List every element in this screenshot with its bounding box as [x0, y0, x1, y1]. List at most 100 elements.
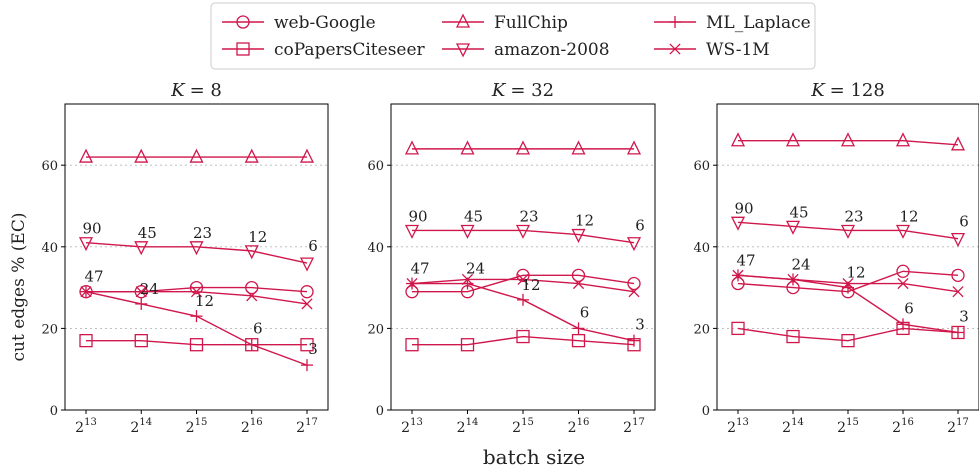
series-FullChip — [730, 132, 966, 151]
series-FullChip — [404, 140, 642, 155]
data-point — [189, 241, 204, 256]
data-label: 12 — [575, 212, 594, 230]
data-label: 47 — [84, 268, 103, 286]
data-point — [245, 338, 258, 351]
data-point — [732, 269, 744, 281]
x-tick-label: 217 — [296, 417, 318, 436]
data-point — [134, 333, 148, 348]
x-tick-label: 215 — [837, 417, 859, 436]
legend-label: FullChip — [494, 13, 568, 33]
legend-label: amazon-2008 — [494, 40, 610, 60]
data-label: 12 — [195, 292, 214, 310]
series-web-Google — [405, 268, 641, 299]
data-point — [952, 286, 964, 298]
legend-item: coPapersCiteseer — [222, 40, 426, 60]
data-label: 24 — [466, 260, 485, 278]
data-point — [895, 224, 911, 239]
series-line — [737, 327, 959, 342]
series-amazon-2008 — [730, 216, 966, 248]
data-point — [731, 321, 745, 336]
data-point — [301, 298, 313, 310]
data-point — [189, 280, 204, 295]
legend-label: web-Google — [274, 13, 376, 33]
data-point — [134, 148, 149, 163]
data-point — [628, 286, 640, 298]
series-coPapersCiteseer — [79, 333, 314, 352]
data-point — [461, 273, 474, 285]
legend-label: ML_Laplace — [706, 13, 811, 33]
y-tick-label: 60 — [693, 159, 710, 174]
data-point — [190, 286, 203, 298]
data-point — [572, 322, 585, 335]
data-point — [460, 338, 475, 352]
data-label: 6 — [308, 237, 318, 255]
legend-item: amazon-2008 — [442, 40, 610, 60]
data-point — [628, 334, 640, 347]
data-point — [78, 237, 94, 252]
data-label: 47 — [736, 251, 755, 269]
data-point — [951, 268, 965, 283]
x-tick-label: 214 — [130, 417, 152, 436]
data-label: 12 — [248, 228, 267, 246]
y-tick-label: 0 — [50, 404, 58, 419]
data-label: 23 — [844, 207, 863, 225]
data-point — [515, 140, 531, 155]
x-tick-label: 216 — [892, 417, 914, 436]
y-tick-label: 20 — [367, 322, 384, 337]
data-point — [786, 329, 800, 344]
data-point — [190, 310, 203, 323]
y-tick-label: 40 — [367, 241, 384, 256]
x-tick-label: 216 — [241, 417, 263, 436]
x-axis-label: batch size — [483, 445, 585, 469]
x-tick-label: 214 — [457, 417, 479, 436]
y-tick-label: 20 — [693, 322, 710, 337]
y-axis-label: cut edges % (EC) — [9, 213, 29, 362]
data-label: 6 — [580, 303, 590, 321]
data-point — [627, 276, 641, 291]
data-point — [405, 338, 419, 352]
legend-item: ML_Laplace — [654, 13, 811, 33]
y-tick-label: 60 — [367, 159, 384, 174]
data-label: 90 — [408, 207, 427, 225]
data-point — [571, 228, 586, 244]
series-amazon-2008 — [78, 237, 315, 272]
series-FullChip — [78, 148, 315, 163]
data-label: 24 — [791, 255, 810, 273]
data-label: 12 — [846, 264, 865, 282]
data-point — [245, 280, 259, 295]
data-label: 6 — [904, 299, 914, 317]
legend-marker — [236, 15, 250, 29]
legend-item: WS-1M — [654, 40, 770, 60]
panel-title: K = 8 — [170, 80, 222, 101]
series-line — [737, 221, 959, 240]
data-point — [897, 318, 909, 331]
data-label: 3 — [635, 316, 645, 334]
data-point — [516, 268, 530, 283]
data-label: 3 — [959, 307, 969, 325]
legend-label: WS-1M — [706, 40, 770, 60]
series-line — [738, 140, 959, 146]
data-label: 47 — [410, 260, 429, 278]
data-point — [515, 224, 531, 239]
data-point — [460, 224, 475, 239]
y-tick-label: 60 — [41, 159, 58, 174]
series-WS-1M — [406, 273, 640, 298]
series-coPapersCiteseer — [405, 329, 641, 352]
series-line — [412, 274, 635, 293]
x-tick-label: 215 — [512, 417, 534, 436]
data-point — [897, 277, 909, 290]
legend-marker — [669, 16, 681, 28]
data-point — [571, 140, 586, 155]
series-coPapersCiteseer — [731, 321, 965, 348]
series-line — [86, 339, 307, 346]
data-point — [950, 136, 966, 151]
data-point — [842, 277, 854, 290]
data-label: 23 — [519, 207, 538, 225]
data-point — [300, 338, 314, 352]
legend-item: FullChip — [442, 13, 568, 33]
legend-marker — [455, 13, 471, 28]
data-label: 90 — [734, 199, 753, 217]
data-label: 45 — [464, 207, 483, 225]
series-WS-1M — [732, 269, 964, 298]
